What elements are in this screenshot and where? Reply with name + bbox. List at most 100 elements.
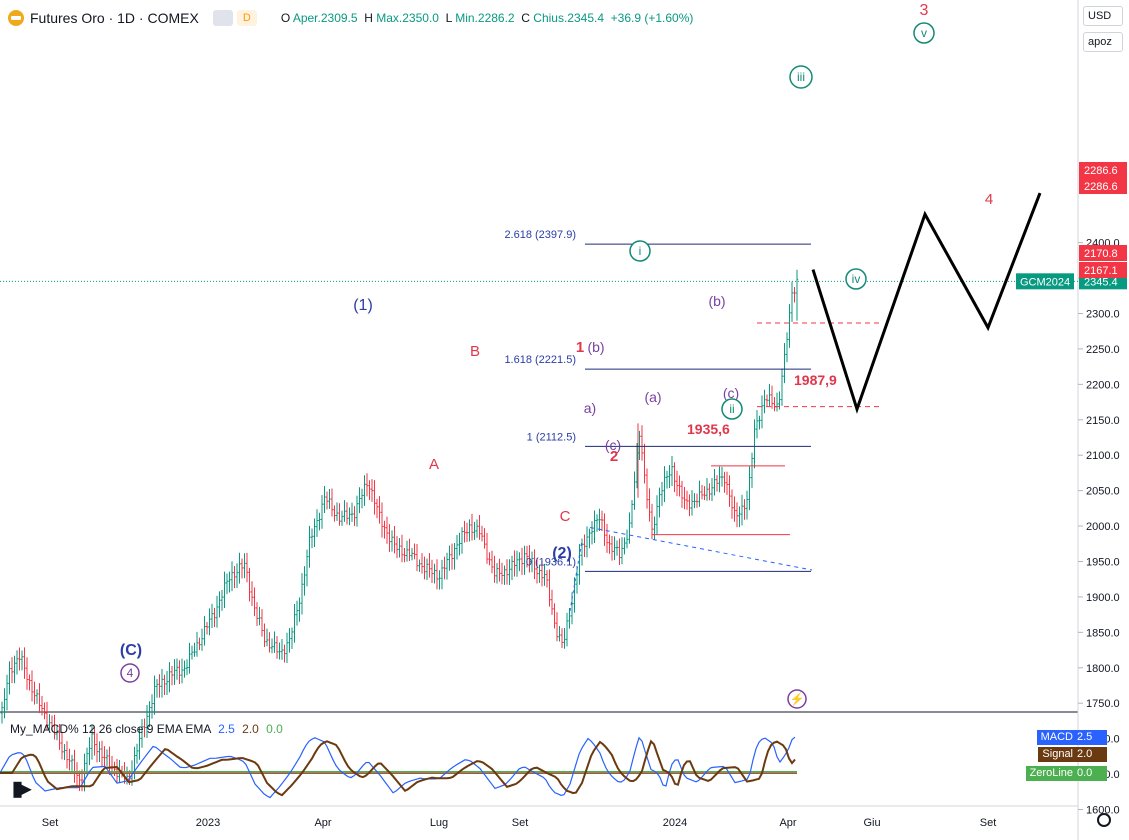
trend-line (589, 526, 813, 571)
wave-c1: (c) (605, 437, 621, 453)
signal-legend-label: Signal (1038, 747, 1077, 762)
low-value: Min.2286.2 (455, 11, 515, 25)
price-tick-label: 1950.0 (1086, 556, 1120, 568)
time-axis-label: Set (42, 817, 59, 829)
time-axis-label: Apr (779, 817, 796, 829)
zero-legend-value: 0.0 (1073, 766, 1107, 781)
scale-mode-select[interactable]: apoz (1083, 32, 1123, 52)
price-tick-label: 2150.0 (1086, 415, 1120, 427)
wave-circle-4-circle (120, 663, 140, 683)
wave-c2: (c) (723, 385, 739, 401)
price-tick-label: 2250.0 (1086, 344, 1120, 356)
zero-legend-label: ZeroLine (1025, 766, 1077, 781)
wave-red-b: B (470, 343, 480, 360)
level-c-tag: 2170.8 (1084, 248, 1118, 260)
level-b-tag-bg (1079, 178, 1127, 194)
wave-iv-circle (845, 268, 867, 290)
wave-red-c: C (560, 508, 571, 525)
badge-grey[interactable] (212, 10, 233, 26)
wave-ii-circle (721, 398, 743, 420)
macd-legend-value: 2.5 (1073, 730, 1107, 745)
level-label-1935: 1935,6 (687, 421, 730, 437)
wave-red-2: 2 (610, 448, 618, 465)
time-axis-label: Set (980, 817, 997, 829)
price-tick-label: 2200.0 (1086, 379, 1120, 391)
ticker-tag: GCM2024 (1020, 276, 1070, 288)
wave-red-a: A (429, 456, 439, 473)
currency-select[interactable]: USD (1083, 6, 1123, 26)
price-bars (0, 269, 799, 792)
wave-v-circle (913, 22, 935, 44)
wave-big-c: (C) (120, 642, 142, 659)
wave-ii: ii (729, 402, 734, 416)
fib-level-label: 0 (1936.1) (526, 556, 576, 568)
grid-lines (0, 0, 1079, 840)
macd-value: 2.5 (218, 722, 235, 736)
symbol-title[interactable]: Futures Oro · 1D · COMEX (30, 10, 199, 26)
fib-level-label: 2.618 (2397.9) (504, 229, 576, 241)
wave-a1: a) (584, 400, 596, 416)
price-tick-label: 1800.0 (1086, 663, 1120, 675)
level-d-tag: 2167.1 (1084, 265, 1118, 277)
macd-header: My_MACD% 12 26 close 9 EMA EMA 2.5 2.0 0… (10, 722, 283, 736)
ohlc-readout: O Aper.2309.5 H Max.2350.0 L Min.2286.2 … (280, 11, 694, 25)
level-a-tag: 2286.6 (1084, 165, 1118, 177)
price-tick-label: 1600.0 (1086, 804, 1120, 816)
projection-path (811, 192, 1042, 414)
time-axis-label: Lug (430, 817, 448, 829)
macd-legend-label: MACD (1036, 730, 1077, 745)
price-tick-label: 2000.0 (1086, 521, 1120, 533)
close-value: Chius.2345.4 (533, 11, 604, 25)
time-axis-label: 2024 (663, 817, 687, 829)
gold-symbol-icon (8, 10, 24, 26)
badge-orange[interactable]: D (236, 10, 257, 26)
time-axis[interactable]: Set 2023 Apr Lug Set 2024 Apr Giu Set (42, 817, 997, 829)
wave-circle-4: 4 (127, 666, 134, 680)
scale-controls: USD apoz (1083, 6, 1123, 58)
time-axis-label: Set (512, 817, 529, 829)
wave-b1: (b) (587, 339, 604, 355)
macd-params: 12 26 close 9 EMA EMA (82, 722, 211, 736)
bolt-icon-circle (787, 689, 807, 709)
chart-header: Futures Oro · 1D · COMEX D O Aper.2309.5… (8, 8, 693, 28)
wave-red-3: 3 (920, 2, 929, 19)
signal-legend-value: 2.0 (1073, 747, 1107, 762)
wave-v: v (921, 26, 927, 40)
settings-gear-icon[interactable] (1097, 813, 1111, 827)
signal-value: 2.0 (242, 722, 259, 736)
level-label-1987: 1987,9 (794, 372, 837, 388)
level-b-tag: 2286.6 (1084, 181, 1118, 193)
price-tick-label: 1850.0 (1086, 627, 1120, 639)
level-a-tag-bg (1079, 162, 1127, 178)
wave-i: i (639, 244, 642, 258)
wave-red-1: 1 (576, 339, 584, 356)
time-axis-label: Apr (314, 817, 331, 829)
macd-name: My_MACD% (10, 722, 79, 736)
fib-level-label: 1 (2112.5) (527, 431, 576, 443)
wave-a2: (a) (644, 389, 661, 405)
macd-line (0, 736, 796, 799)
wave-big-1: (1) (353, 297, 373, 314)
price-axis[interactable]: 1550.01600.01650.01700.01750.01800.01850… (1016, 162, 1127, 840)
change-value: +36.9 (+1.60%) (610, 11, 694, 25)
wave-i-circle (629, 240, 651, 262)
wave-b2: (b) (708, 293, 725, 309)
time-axis-label: Giu (863, 817, 880, 829)
drawing-overlay: 2.618 (2397.9) 1.618 (2221.5) 1 (2112.5) 0 … (0, 192, 1078, 612)
wave-iii: iii (797, 70, 805, 84)
level-d-tag-bg (1079, 262, 1127, 278)
price-tick-label: 1750.0 (1086, 698, 1120, 710)
macd-pane (0, 736, 797, 799)
wave-iii-circle (789, 65, 813, 89)
price-tick-label: 1900.0 (1086, 592, 1120, 604)
time-axis-label: 2023 (196, 817, 220, 829)
signal-line (0, 739, 796, 797)
bolt-icon: ⚡ (790, 692, 805, 706)
tradingview-logo[interactable]: ▮▸ (12, 778, 31, 800)
ticker-tag-bg (1016, 273, 1074, 290)
last-price-tag: 2345.4 (1084, 276, 1118, 288)
zero-value: 0.0 (266, 722, 283, 736)
price-tick-label: 2050.0 (1086, 486, 1120, 498)
